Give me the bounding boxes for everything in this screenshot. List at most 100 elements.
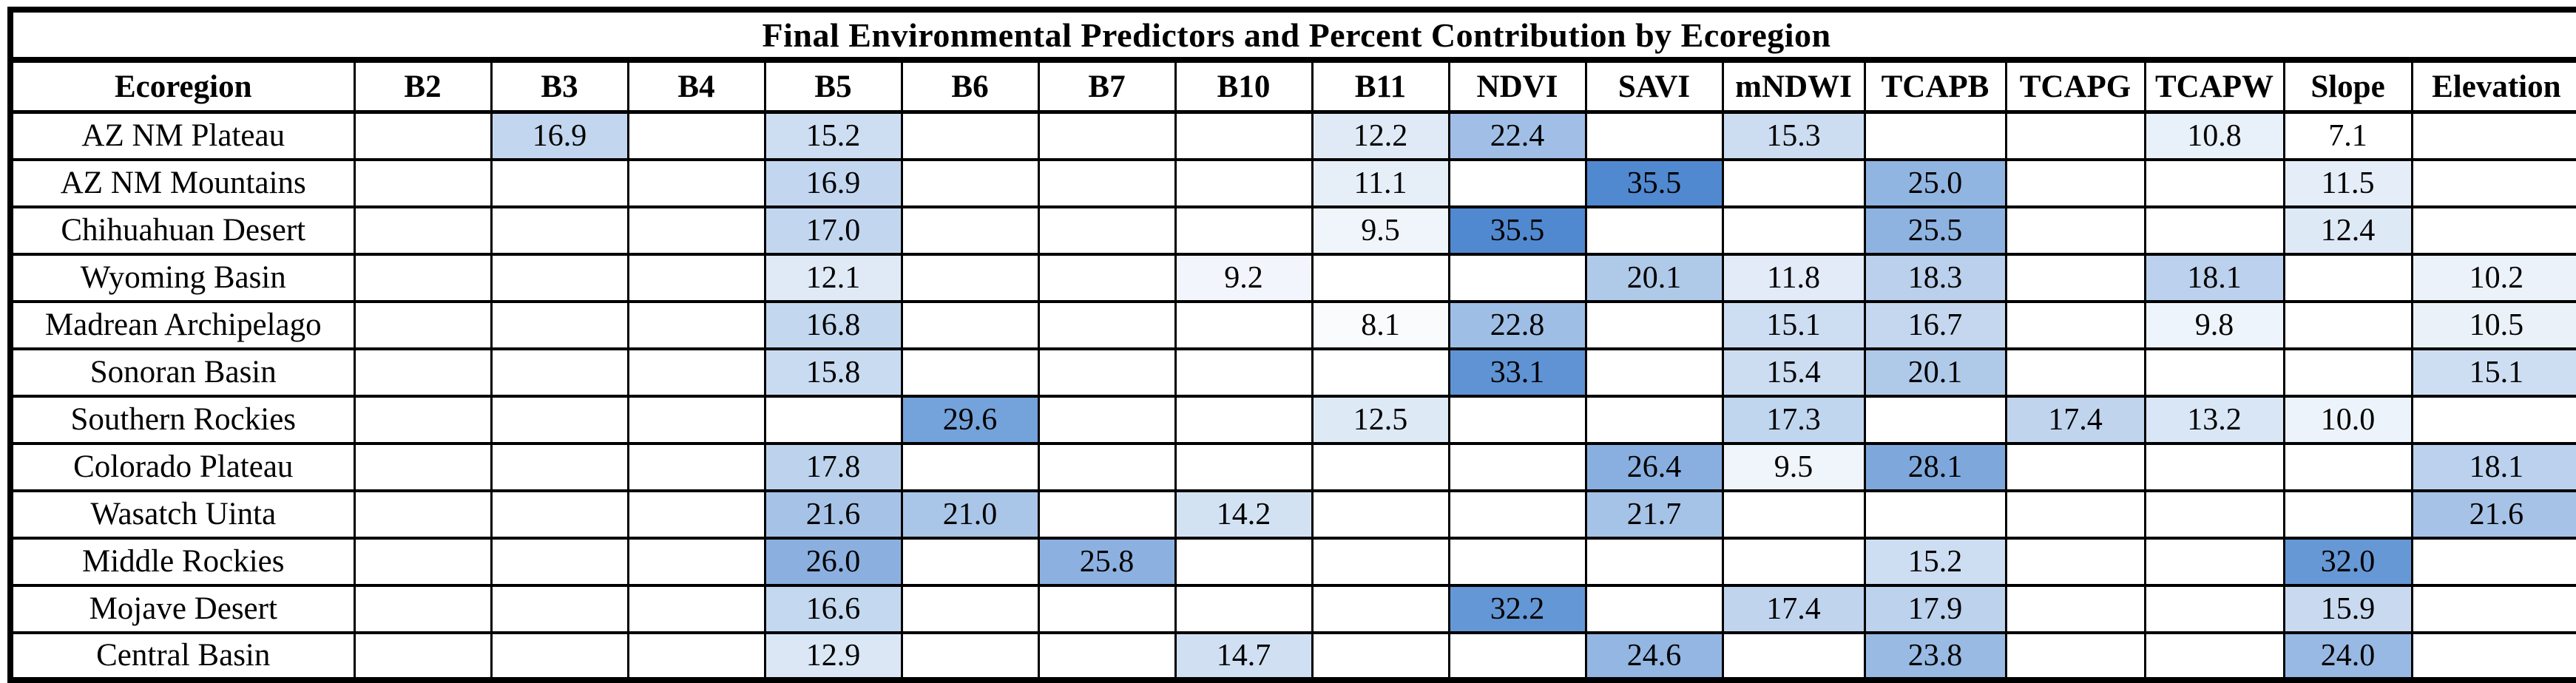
table-cell (1447, 631, 1587, 682)
table-cell (353, 583, 493, 634)
table-cell (2143, 583, 2285, 634)
table-row: Sonoran Basin 15.8 33.1 15.4 20.1 15.1 (9, 347, 2576, 398)
column-header-tcapw: TCAPW (2143, 58, 2285, 114)
table-cell (2282, 347, 2413, 398)
table-cell: 28.1 (1863, 441, 2007, 492)
table-cell (2143, 441, 2285, 492)
table-cell: 15.8 (763, 347, 903, 398)
table-cell (1447, 394, 1587, 445)
table-cell (1584, 536, 1724, 587)
table-cell: 11.5 (2282, 157, 2413, 208)
table-cell (1311, 631, 1450, 682)
table-cell (2282, 441, 2413, 492)
table-cell (1311, 583, 1450, 634)
row-label: Central Basin (9, 631, 356, 682)
table-cell: 35.5 (1584, 157, 1724, 208)
table-cell (900, 299, 1040, 350)
table-cell: 22.4 (1447, 110, 1587, 161)
table-cell (353, 252, 493, 303)
table-cell (1721, 205, 1866, 256)
table-cell: 17.0 (763, 205, 903, 256)
table-cell (490, 157, 629, 208)
column-header-b4: B4 (626, 58, 766, 114)
table-cell (490, 347, 629, 398)
column-header-ecoregion: Ecoregion (9, 58, 356, 114)
table-cell (1447, 157, 1587, 208)
table-cell (2282, 489, 2413, 540)
table-cell (1721, 157, 1866, 208)
table-cell (1447, 489, 1587, 540)
table-cell: 17.8 (763, 441, 903, 492)
table-cell: 12.9 (763, 631, 903, 682)
column-header-elevation: Elevation (2410, 58, 2576, 114)
table-cell (2004, 205, 2146, 256)
table-row: Southern Rockies 29.6 12.5 17.3 17.4 13.2 10.0 (9, 394, 2576, 445)
table-cell (1037, 299, 1177, 350)
table-cell (1311, 347, 1450, 398)
table-cell (900, 205, 1040, 256)
table-cell (2282, 299, 2413, 350)
predictors-heatmap-table: Final Environmental Predictors and Perce… (7, 7, 2576, 683)
table-cell (2410, 536, 2576, 587)
table-cell (900, 252, 1040, 303)
table-cell: 25.0 (1863, 157, 2007, 208)
table-cell (2004, 583, 2146, 634)
table-cell (1174, 110, 1314, 161)
table-cell: 12.2 (1311, 110, 1450, 161)
table-row: Wyoming Basin 12.1 9.2 20.1 11.8 18.3 18.1 10.2 (9, 252, 2576, 303)
column-header-b5: B5 (763, 58, 903, 114)
table-cell (1037, 347, 1177, 398)
table-cell: 23.8 (1863, 631, 2007, 682)
table-cell (2143, 536, 2285, 587)
table-cell: 11.8 (1721, 252, 1866, 303)
table-cell (1584, 299, 1724, 350)
table-cell: 15.2 (763, 110, 903, 161)
table-cell: 32.0 (2282, 536, 2413, 587)
table-cell: 14.7 (1174, 631, 1314, 682)
table-cell (353, 489, 493, 540)
table-cell (2004, 299, 2146, 350)
table-cell (353, 347, 493, 398)
table-body: AZ NM Plateau 16.9 15.2 12.2 22.4 15.3 10.8 7.1… (9, 110, 2576, 682)
table-cell (2282, 252, 2413, 303)
table-cell: 20.1 (1584, 252, 1724, 303)
table-cell (490, 536, 629, 587)
table-cell: 12.5 (1311, 394, 1450, 445)
table-cell: 15.4 (1721, 347, 1866, 398)
table-cell: 10.2 (2410, 252, 2576, 303)
table-cell (1174, 205, 1314, 256)
table-cell (1311, 252, 1450, 303)
table-cell: 16.9 (763, 157, 903, 208)
table-cell (353, 110, 493, 161)
table-cell (1037, 252, 1177, 303)
table-cell (626, 252, 766, 303)
table-cell (490, 252, 629, 303)
table-cell: 9.5 (1311, 205, 1450, 256)
table-cell (763, 394, 903, 445)
table-cell (1037, 441, 1177, 492)
table-cell (2143, 489, 2285, 540)
table-cell: 15.1 (1721, 299, 1866, 350)
table-cell (1037, 583, 1177, 634)
column-header-savi: SAVI (1584, 58, 1724, 114)
table-cell: 14.2 (1174, 489, 1314, 540)
table-row: Chihuahuan Desert 17.0 9.5 35.5 25.5 12.4 (9, 205, 2576, 256)
table-cell (626, 489, 766, 540)
table-cell (1863, 489, 2007, 540)
table-cell: 18.1 (2143, 252, 2285, 303)
table-row: Wasatch Uinta 21.6 21.0 14.2 21.7 21.6 (9, 489, 2576, 540)
row-label: Colorado Plateau (9, 441, 356, 492)
table-cell: 35.5 (1447, 205, 1587, 256)
row-label: Southern Rockies (9, 394, 356, 445)
table-cell: 26.0 (763, 536, 903, 587)
table-cell (1174, 441, 1314, 492)
table-cell (2410, 110, 2576, 161)
column-header-b10: B10 (1174, 58, 1314, 114)
table-cell: 22.8 (1447, 299, 1587, 350)
row-label: Wyoming Basin (9, 252, 356, 303)
table-cell (353, 536, 493, 587)
table-cell (2143, 347, 2285, 398)
table-cell: 18.1 (2410, 441, 2576, 492)
table-cell (1037, 631, 1177, 682)
table-cell (2004, 631, 2146, 682)
